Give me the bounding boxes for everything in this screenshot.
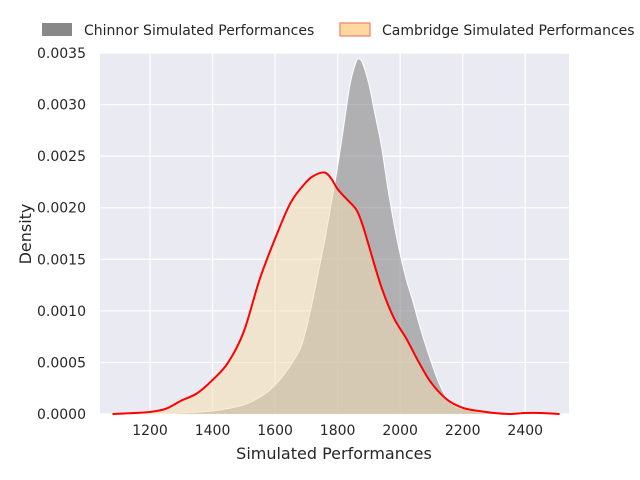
cambridge-density-fill (112, 172, 560, 414)
legend-swatch-chinnor (42, 23, 72, 36)
y-tick-label: 0.0000 (37, 407, 86, 423)
y-tick-label: 0.0035 (37, 46, 86, 62)
y-tick-labels: 0.0000 0.0005 0.0010 0.0015 0.0020 0.0025 0.00… (37, 46, 86, 423)
x-tick-labels: 1200 1400 1600 1800 2000 2200 2400 (132, 423, 543, 439)
x-tick-label: 1800 (320, 423, 356, 439)
x-tick-label: 2200 (445, 423, 481, 439)
x-tick-label: 2400 (507, 423, 543, 439)
y-axis-label: Density (16, 204, 35, 265)
x-axis-label: Simulated Performances (236, 444, 432, 463)
x-tick-label: 1600 (257, 423, 293, 439)
y-tick-label: 0.0010 (37, 304, 86, 320)
y-tick-label: 0.0005 (37, 355, 86, 371)
y-tick-label: 0.0025 (37, 149, 86, 165)
density-areas (112, 58, 560, 415)
y-tick-label: 0.0015 (37, 252, 86, 268)
x-tick-label: 2000 (382, 423, 418, 439)
cambridge-density-line (112, 171, 560, 415)
y-tick-label: 0.0020 (37, 201, 86, 217)
legend-label-chinnor: Chinnor Simulated Performances (84, 23, 314, 39)
x-tick-label: 1400 (195, 423, 231, 439)
legend-swatch-cambridge (339, 22, 371, 37)
legend-label-cambridge: Cambridge Simulated Performances (382, 23, 635, 39)
x-tick-label: 1200 (132, 423, 168, 439)
y-tick-label: 0.0030 (37, 98, 86, 114)
legend: Chinnor Simulated Performances Cambridge… (42, 22, 635, 39)
